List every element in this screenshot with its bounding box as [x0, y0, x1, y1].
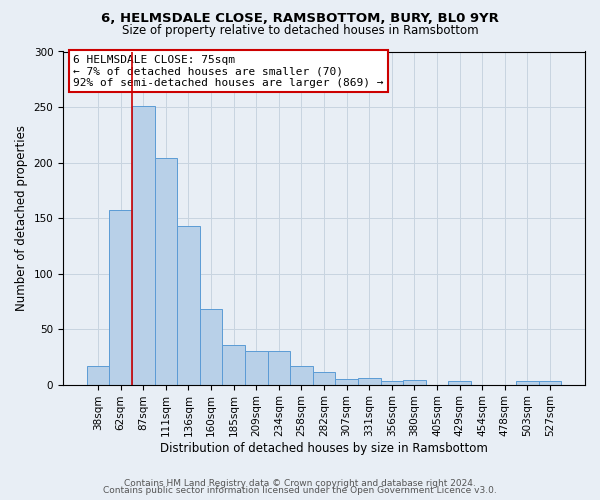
Text: Size of property relative to detached houses in Ramsbottom: Size of property relative to detached ho… [122, 24, 478, 37]
Bar [87, 366, 109, 384]
Bar [516, 382, 539, 384]
Bar [448, 382, 471, 384]
Bar [290, 366, 313, 384]
Text: Contains public sector information licensed under the Open Government Licence v3: Contains public sector information licen… [103, 486, 497, 495]
Bar [200, 309, 223, 384]
Text: 6, HELMSDALE CLOSE, RAMSBOTTOM, BURY, BL0 9YR: 6, HELMSDALE CLOSE, RAMSBOTTOM, BURY, BL… [101, 12, 499, 26]
Bar [380, 382, 403, 384]
Bar [155, 158, 177, 384]
Bar [109, 210, 132, 384]
Bar [268, 352, 290, 384]
X-axis label: Distribution of detached houses by size in Ramsbottom: Distribution of detached houses by size … [160, 442, 488, 455]
Text: Contains HM Land Registry data © Crown copyright and database right 2024.: Contains HM Land Registry data © Crown c… [124, 478, 476, 488]
Bar [223, 344, 245, 385]
Bar [245, 352, 268, 384]
Bar [132, 106, 155, 384]
Bar [539, 382, 561, 384]
Bar [403, 380, 425, 384]
Y-axis label: Number of detached properties: Number of detached properties [15, 125, 28, 311]
Bar [358, 378, 380, 384]
Bar [335, 379, 358, 384]
Text: 6 HELMSDALE CLOSE: 75sqm
← 7% of detached houses are smaller (70)
92% of semi-de: 6 HELMSDALE CLOSE: 75sqm ← 7% of detache… [73, 55, 384, 88]
Bar [313, 372, 335, 384]
Bar [177, 226, 200, 384]
